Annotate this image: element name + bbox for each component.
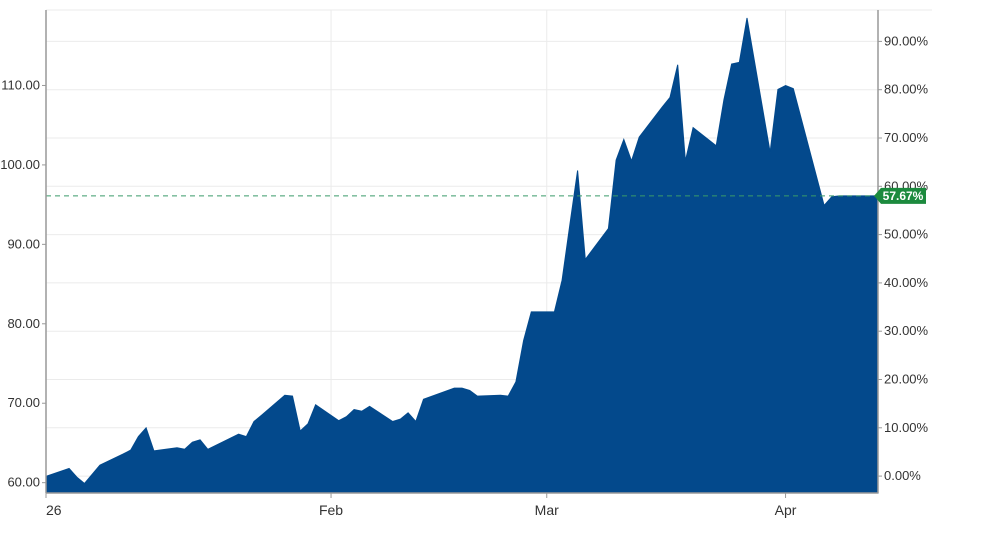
last-value-badge: 57.67% [874,187,926,204]
y-right-tick-label: 20.00% [884,371,929,386]
x-tick-label: Mar [535,502,559,518]
y-left-tick-label: 90.00 [7,236,40,251]
y-left-tick-label: 100.00 [0,157,40,172]
y-left-tick-label: 80.00 [7,316,40,331]
series-area [45,17,879,494]
y-right-tick-label: 50.00% [884,227,929,242]
y-right-tick-label: 90.00% [884,33,929,48]
y-left-tick-label: 110.00 [1,77,40,92]
y-right-tick-label: 80.00% [884,82,929,97]
x-tick-label: Apr [775,502,797,518]
y-left-tick-label: 70.00 [7,395,40,410]
last-value-badge-shape [874,187,926,204]
x-tick-label: Feb [319,502,343,518]
y-right-tick-label: 70.00% [884,130,929,145]
y-right-tick-label: 40.00% [884,275,929,290]
y-right-tick-label: 0.00% [884,468,921,483]
y-right-tick-label: 10.00% [884,420,929,435]
x-tick-label: 26 [46,502,62,518]
y-right-tick-label: 30.00% [884,323,929,338]
last-value-label: 57.67% [883,189,924,203]
y-left-tick-label: 60.00 [7,475,40,490]
